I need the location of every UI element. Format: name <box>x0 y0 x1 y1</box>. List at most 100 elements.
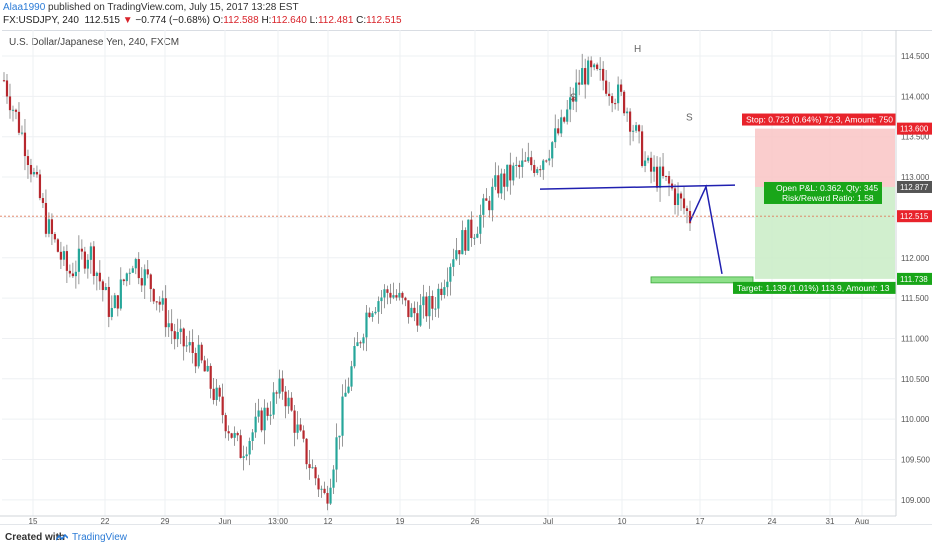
candle-body <box>545 160 548 162</box>
candle-body <box>667 176 671 184</box>
x-tick-label: 29 <box>161 517 170 524</box>
candle-body <box>188 342 191 346</box>
close-value: 112.515 <box>366 15 402 26</box>
candle-body <box>491 186 494 211</box>
y-tick-label: 111.500 <box>901 294 929 303</box>
candle-body <box>437 288 440 309</box>
candle-body <box>389 292 392 298</box>
candle-body <box>628 111 632 132</box>
candle-body <box>566 109 569 122</box>
y-tick-label: 110.000 <box>901 415 930 424</box>
candle-body <box>497 175 500 194</box>
candle-body <box>446 281 449 288</box>
entry-price-tag-bg <box>897 180 932 193</box>
x-tick-label: 12 <box>324 517 333 524</box>
tradingview-brand-link[interactable]: TradingView <box>72 532 128 543</box>
candle-body <box>536 169 539 173</box>
candle-body <box>649 157 653 172</box>
candle-body <box>341 396 344 436</box>
last-price-tag: 112.515 <box>900 212 929 221</box>
header-bar: Alaa1990 published on TradingView.com, J… <box>0 0 932 28</box>
author-link[interactable]: Alaa1990 <box>3 2 46 13</box>
candle-body <box>392 295 395 298</box>
candle-body <box>353 345 356 367</box>
candle-body <box>203 360 206 372</box>
head-label: H <box>634 44 641 55</box>
chart-area[interactable] <box>2 30 932 525</box>
candle-body <box>673 188 677 206</box>
candle-body <box>458 250 461 255</box>
x-tick-label: 31 <box>826 517 835 524</box>
x-tick-label: Jun <box>219 517 232 524</box>
candle-body <box>104 286 107 291</box>
candle-body <box>299 424 302 431</box>
candle-body <box>302 430 305 439</box>
candle-body <box>557 128 560 134</box>
change-value: −0.774 (−0.68%) <box>135 15 210 26</box>
candle-body <box>365 312 368 338</box>
candle-body <box>646 157 650 161</box>
x-tick-label: 26 <box>471 517 480 524</box>
candle-body <box>658 166 662 188</box>
candle-body <box>263 407 266 431</box>
candle-body <box>682 198 686 209</box>
candle-body <box>53 233 57 240</box>
tradingview-logo-icon <box>56 534 68 541</box>
neckline-trendline <box>539 184 736 190</box>
candle-body <box>311 467 314 469</box>
candle-body <box>191 342 194 353</box>
candle-body <box>563 117 566 122</box>
candle-body <box>218 387 221 397</box>
candle-body <box>485 198 488 201</box>
candle-body <box>197 344 200 367</box>
candle-body <box>640 131 644 166</box>
candle-body <box>416 313 419 326</box>
target-price-tag-bg <box>897 272 932 285</box>
candle-body <box>578 82 581 85</box>
stop-price-tag: 113.600 <box>900 125 929 134</box>
candle-body <box>386 289 389 293</box>
candle-body <box>77 248 80 272</box>
price-chart[interactable]: S H S Stop: 0.723 (0.64%) 72.3, Amount: 750… <box>0 30 932 524</box>
candle-body <box>245 454 248 457</box>
candle-body <box>71 273 74 277</box>
candle-body <box>359 342 362 344</box>
candle-body <box>329 487 332 504</box>
candle-body <box>137 259 140 279</box>
candle-body <box>194 353 197 367</box>
candle-body <box>503 173 506 187</box>
high-value: 112.640 <box>271 15 307 26</box>
candle-body <box>200 344 203 361</box>
candle-body <box>584 68 587 85</box>
candle-body <box>347 386 350 393</box>
pattern-overlay: S H S Stop: 0.723 (0.64%) 72.3, Amount: 750… <box>0 44 896 294</box>
candle-body <box>599 68 602 70</box>
candle-body <box>8 96 12 111</box>
candle-body <box>314 467 317 479</box>
x-tick-label: Aug <box>855 517 869 524</box>
candle-body <box>350 366 353 387</box>
candle-body <box>428 295 431 317</box>
candle-body <box>422 296 425 306</box>
high-label: H: <box>261 15 272 26</box>
candle-body <box>182 328 185 347</box>
candle-body <box>62 251 66 260</box>
stop-zone <box>755 128 895 187</box>
candle-body <box>413 307 416 314</box>
candle-body <box>221 396 224 416</box>
candle-body <box>533 165 536 173</box>
candle-body <box>98 272 101 282</box>
y-tick-label: 110.500 <box>901 375 930 384</box>
candle-body <box>679 193 683 199</box>
y-tick-label: 109.000 <box>901 496 930 505</box>
candle-body <box>140 278 143 286</box>
candle-body <box>479 214 482 234</box>
candle-body <box>661 166 665 176</box>
candle-body <box>362 337 365 344</box>
candle-body <box>410 307 413 318</box>
candle-body <box>323 488 326 493</box>
candle-body <box>419 305 422 326</box>
candle-body <box>272 392 275 415</box>
candle-body <box>176 332 179 340</box>
low-label: L: <box>309 15 318 26</box>
